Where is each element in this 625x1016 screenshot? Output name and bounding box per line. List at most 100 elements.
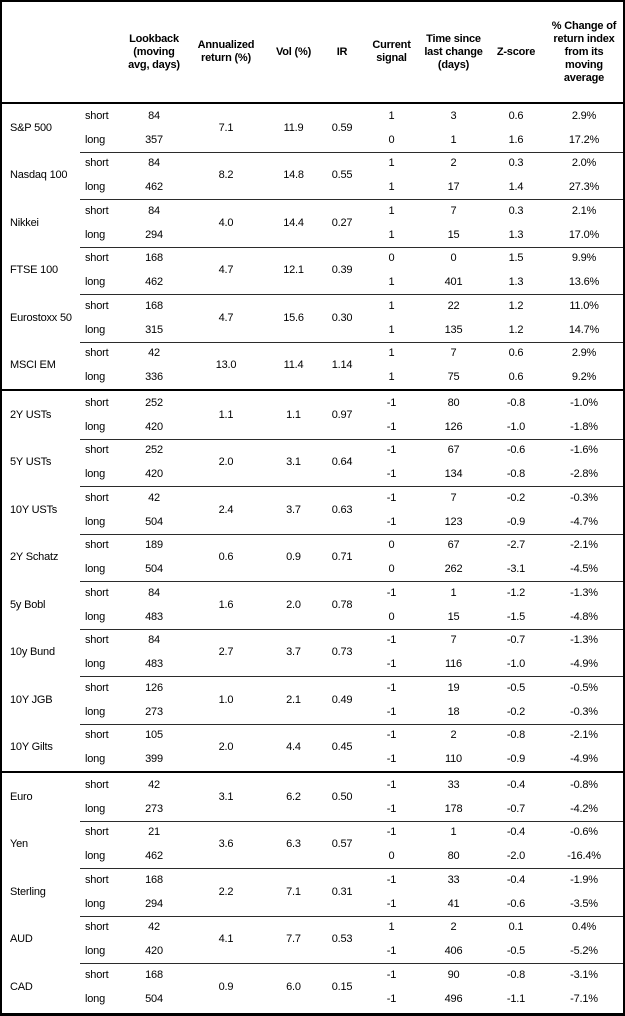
- ir-value: 0.71: [331, 551, 353, 564]
- ir-value: 0.59: [331, 121, 353, 134]
- annualized-return-value: 4.7: [218, 311, 234, 324]
- asset-group: 10Y Gilts short long 105 399 2.0 4.4 0.4…: [2, 723, 623, 772]
- header-pct-change: % Change of return index from its moving…: [545, 2, 623, 102]
- asset-group: Nikkei short long 84 294 4.0 14.4 0.27 1…: [2, 199, 623, 247]
- lookback-long-value: 420: [145, 420, 163, 433]
- asset-name: Euro: [10, 790, 33, 803]
- time-since-short-value: 2: [450, 729, 457, 742]
- asset-group: Sterling short long 168 294 2.2 7.1 0.31…: [2, 868, 623, 916]
- asset-group: S&P 500 short long 84 357 7.1 11.9 0.59 …: [2, 104, 623, 152]
- zscore-short-value: -0.5: [506, 681, 526, 694]
- annualized-return-value: 8.2: [218, 169, 234, 182]
- time-since-long-value: 116: [445, 658, 462, 671]
- leg-label-short: short: [85, 778, 109, 791]
- asset-group: MSCI EM short long 42 336 13.0 11.4 1.14…: [2, 341, 623, 390]
- header-leg: [80, 2, 122, 102]
- annualized-return-value: 4.0: [218, 216, 234, 229]
- lookback-short-value: 42: [148, 778, 160, 791]
- ir-value: 0.78: [331, 598, 353, 611]
- vol-value: 3.1: [286, 456, 301, 469]
- header-zscore: Z-score: [496, 45, 536, 58]
- asset-name: FTSE 100: [10, 264, 58, 277]
- vol-value: 14.4: [283, 216, 304, 229]
- header-annualized-return: Annualized return (%): [186, 2, 266, 102]
- lookback-short-value: 126: [145, 681, 163, 694]
- signal-long-value: -1: [386, 897, 397, 910]
- pct-change-short-value: 2.0%: [571, 157, 597, 170]
- pct-change-short-value: -1.3%: [570, 586, 598, 599]
- zscore-short-value: -0.8: [506, 968, 526, 981]
- signal-short-value: 0: [388, 539, 395, 552]
- time-since-long-value: 262: [444, 563, 463, 576]
- section-equities: S&P 500 short long 84 357 7.1 11.9 0.59 …: [2, 104, 623, 389]
- leg-label-long: long: [85, 802, 105, 815]
- lookback-short-value: 84: [148, 586, 160, 599]
- leg-label-long: long: [85, 468, 105, 481]
- signal-short-value: -1: [386, 634, 397, 647]
- vol-value: 4.4: [286, 741, 301, 754]
- pct-change-long-value: -16.4%: [567, 850, 601, 863]
- time-since-short-value: 7: [450, 347, 457, 360]
- zscore-short-value: 0.1: [508, 921, 524, 934]
- signal-long-value: -1: [386, 420, 397, 433]
- pct-change-short-value: 2.1%: [571, 204, 597, 217]
- pct-change-long-value: 17.0%: [568, 228, 600, 241]
- pct-change-long-value: -4.9%: [570, 753, 598, 766]
- asset-name: 5Y USTs: [10, 456, 52, 469]
- asset-name: AUD: [10, 933, 33, 946]
- header-time-since: Time since last change (days): [420, 2, 487, 102]
- lookback-long-value: 273: [145, 705, 163, 718]
- leg-label-long: long: [85, 563, 105, 576]
- asset-group: 10Y JGB short long 126 273 1.0 2.1 0.49 …: [2, 676, 623, 724]
- time-since-long-value: 110: [445, 753, 462, 766]
- pct-change-long-value: -7.1%: [570, 992, 598, 1005]
- header-pct-change-label: % Change of return index from its moving…: [551, 19, 617, 84]
- leg-label-long: long: [85, 610, 105, 623]
- signal-long-value: 1: [388, 371, 395, 384]
- zscore-long-value: 1.3: [508, 228, 524, 241]
- leg-label-short: short: [85, 826, 109, 839]
- leg-label-short: short: [85, 873, 109, 886]
- zscore-short-value: 1.5: [508, 252, 524, 265]
- leg-label-long: long: [85, 420, 105, 433]
- section-bonds: 2Y USTs short long 252 420 1.1 1.1 0.97 …: [2, 389, 623, 771]
- annualized-return-value: 13.0: [215, 359, 237, 372]
- asset-name: 2Y USTs: [10, 408, 52, 421]
- asset-group: AUD short long 42 420 4.1 7.7 0.53 1 -1 …: [2, 915, 623, 964]
- ir-value: 0.73: [331, 646, 353, 659]
- asset-name: 10Y Gilts: [10, 741, 53, 754]
- time-since-long-value: 18: [447, 705, 460, 718]
- lookback-long-value: 483: [145, 610, 163, 623]
- time-since-short-value: 33: [447, 778, 460, 791]
- zscore-long-value: -2.0: [506, 850, 526, 863]
- pct-change-short-value: -0.8%: [570, 778, 598, 791]
- lookback-short-value: 252: [145, 396, 163, 409]
- asset-name: 2Y Schatz: [10, 551, 59, 564]
- ir-value: 0.31: [331, 885, 353, 898]
- time-since-long-value: 41: [447, 897, 460, 910]
- leg-label-long: long: [85, 658, 105, 671]
- signal-long-value: -1: [386, 753, 397, 766]
- pct-change-long-value: 14.7%: [568, 323, 600, 336]
- signal-short-value: 1: [388, 157, 395, 170]
- annualized-return-value: 3.1: [218, 790, 234, 803]
- pct-change-short-value: 11.0%: [569, 299, 599, 312]
- time-since-short-value: 7: [450, 204, 457, 217]
- zscore-long-value: 1.3: [508, 276, 524, 289]
- leg-label-short: short: [85, 681, 109, 694]
- time-since-short-value: 7: [450, 491, 457, 504]
- pct-change-short-value: 2.9%: [571, 347, 597, 360]
- lookback-long-value: 294: [145, 228, 163, 241]
- lookback-long-value: 462: [145, 850, 163, 863]
- lookback-long-value: 273: [145, 802, 163, 815]
- leg-label-short: short: [85, 634, 109, 647]
- vol-value: 1.1: [286, 408, 301, 421]
- zscore-long-value: 0.6: [508, 371, 524, 384]
- lookback-short-value: 168: [145, 299, 163, 312]
- leg-label-long: long: [85, 753, 105, 766]
- lookback-short-value: 84: [148, 157, 160, 170]
- leg-label-long: long: [85, 515, 105, 528]
- lookback-short-value: 84: [148, 634, 160, 647]
- leg-label-long: long: [85, 945, 105, 958]
- asset-name: Sterling: [10, 885, 46, 898]
